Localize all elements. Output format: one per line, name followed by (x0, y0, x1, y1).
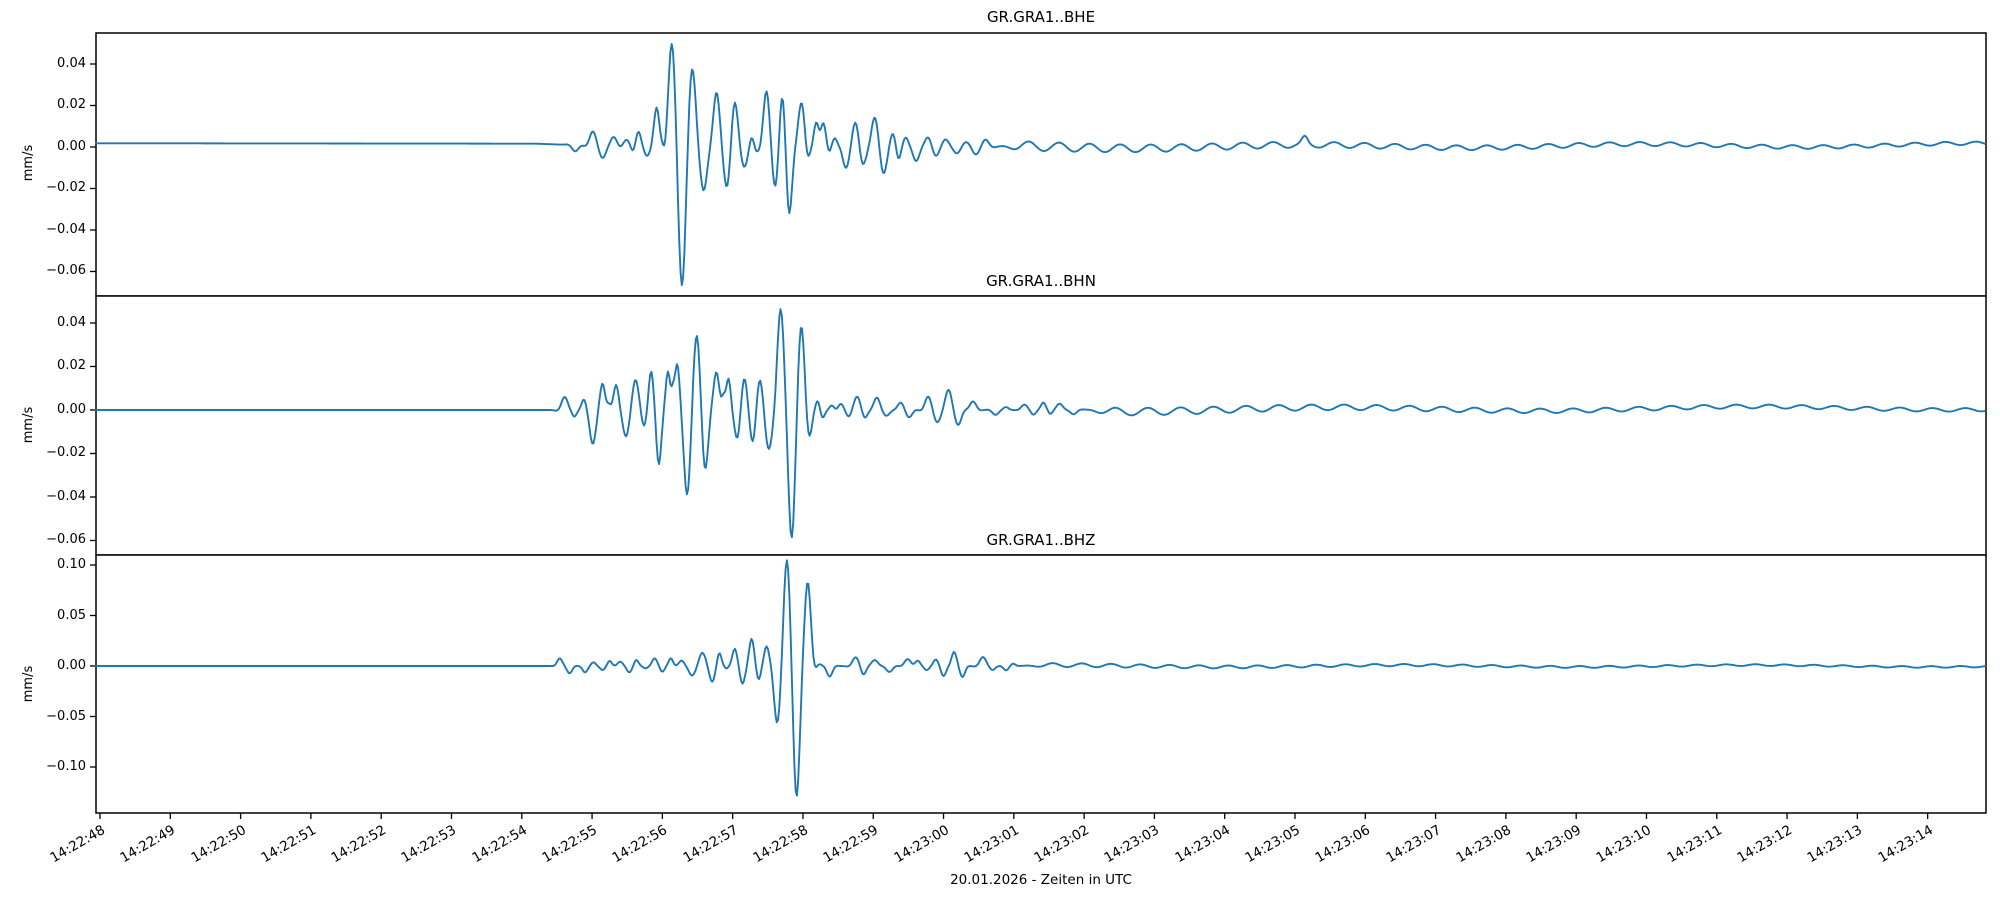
y-tick-label: 0.04 (57, 55, 86, 71)
waveform-trace-bhe (95, 43, 1987, 287)
y-tick-label: −0.05 (46, 708, 86, 724)
waveform-trace-bhn (95, 308, 1987, 539)
y-tick-label: −0.02 (46, 180, 86, 196)
y-tick-label: 0.05 (57, 607, 86, 623)
y-tick-label: 0.10 (57, 556, 86, 572)
y-tick-label: 0.00 (57, 138, 86, 154)
y-tick-label: 0.04 (57, 314, 86, 330)
trace-title-bhn: GR.GRA1..BHN (986, 272, 1096, 290)
panel-border-bhz (95, 554, 1987, 814)
y-tick-label: 0.00 (57, 401, 86, 417)
panel-border-bhe (95, 32, 1987, 297)
y-tick-label: 0.00 (57, 658, 86, 673)
x-axis-label: 20.01.2026 - Zeiten in UTC (950, 872, 1132, 888)
y-tick-label: −0.04 (46, 221, 86, 237)
y-tick-label: 0.02 (57, 97, 86, 113)
y-tick-label: 0.02 (57, 358, 86, 374)
trace-title-bhz: GR.GRA1..BHZ (986, 531, 1096, 549)
y-tick-label: −0.02 (46, 445, 86, 461)
y-tick-label: −0.10 (46, 759, 86, 774)
y-tick-label: −0.04 (46, 488, 86, 504)
waveform-trace-bhz (95, 559, 1987, 797)
y-tick-label: −0.06 (46, 263, 86, 279)
panel-border-bhn (95, 295, 1987, 556)
trace-title-bhe: GR.GRA1..BHE (986, 8, 1096, 26)
y-tick-label: −0.06 (46, 532, 86, 548)
